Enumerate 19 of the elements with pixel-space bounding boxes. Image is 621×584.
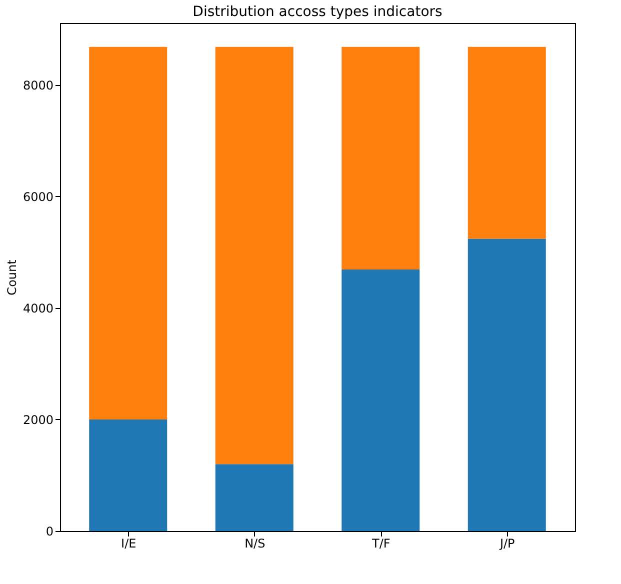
x-tick-label: T/F bbox=[370, 536, 390, 550]
bar bbox=[215, 46, 294, 464]
chart-title: Distribution accoss types indicators bbox=[192, 4, 442, 20]
bar bbox=[342, 269, 420, 531]
bar bbox=[89, 419, 168, 531]
y-tick-label: 0 bbox=[46, 524, 54, 538]
bar bbox=[468, 238, 546, 531]
bar bbox=[89, 46, 168, 420]
bar bbox=[468, 46, 546, 239]
y-axis-title: Count bbox=[4, 259, 19, 296]
x-tick-label: I/E bbox=[121, 536, 136, 550]
y-tick-label: 6000 bbox=[22, 190, 54, 204]
y-tick-label: 8000 bbox=[22, 78, 54, 92]
bar bbox=[215, 464, 294, 531]
x-tick-label: J/P bbox=[498, 536, 515, 550]
y-tick-label: 4000 bbox=[22, 301, 54, 316]
x-tick-label: N/S bbox=[244, 536, 266, 550]
y-tick-label: 2000 bbox=[22, 412, 54, 427]
bar bbox=[342, 46, 420, 270]
